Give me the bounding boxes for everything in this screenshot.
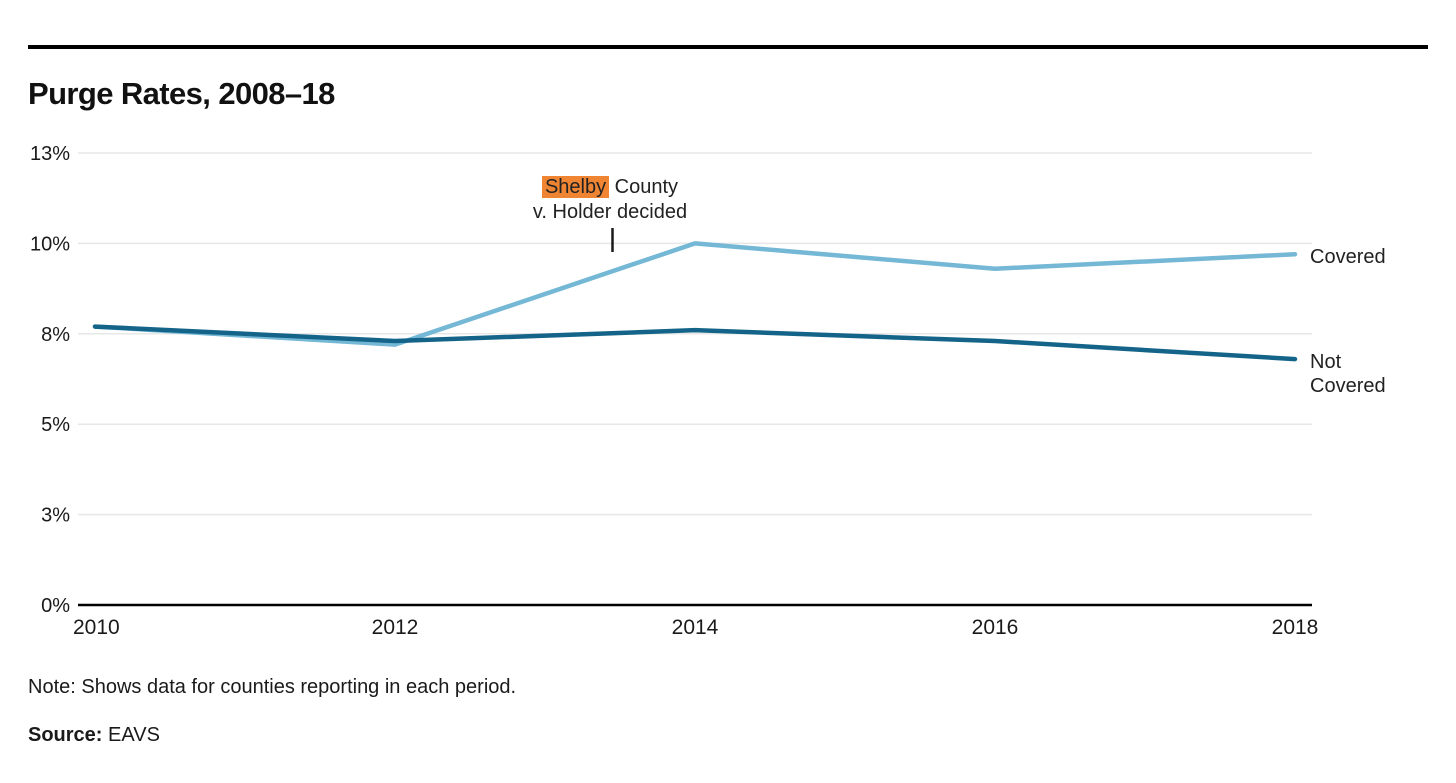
- annotation-highlight: Shelby: [541, 176, 610, 198]
- top-rule: [28, 45, 1428, 49]
- source-label: Source:: [28, 724, 103, 746]
- note-text: Note: Shows data for counties reporting …: [28, 676, 517, 698]
- y-tick-label: 0%: [41, 595, 70, 617]
- source-value: EAVS: [108, 724, 160, 746]
- shelby-annotation: Shelby County v. Holder decided: [460, 175, 760, 225]
- line-chart-plot: 0% 3% 5% 8% 10% 13% 2010 2012 2014 2016 2018: [30, 143, 1319, 639]
- source-line: Source: EAVS: [28, 724, 160, 747]
- chart-title: Purge Rates, 2008–18: [28, 76, 335, 111]
- y-tick-label: 8%: [41, 324, 70, 346]
- y-tick-label: 3%: [41, 505, 70, 527]
- annotation-line1: Shelby County: [460, 175, 760, 200]
- x-tick-label: 2010: [73, 616, 120, 639]
- x-tick-label: 2016: [972, 616, 1019, 639]
- x-tick-label: 2012: [372, 616, 419, 639]
- series-line-not-covered: [92, 324, 1298, 362]
- y-tick-label: 13%: [30, 143, 70, 165]
- y-tick-label: 5%: [41, 414, 70, 436]
- x-tick-label: 2014: [672, 616, 719, 639]
- annotation-line2: v. Holder decided: [532, 201, 688, 223]
- x-tick-label: 2018: [1272, 616, 1319, 639]
- series-line-covered: [92, 241, 1298, 347]
- series-label-not-covered: Not Covered: [1310, 351, 1386, 397]
- series-label-covered: Covered: [1310, 246, 1386, 268]
- y-tick-label: 10%: [30, 233, 70, 255]
- annotation-line1-rest: County: [614, 176, 679, 198]
